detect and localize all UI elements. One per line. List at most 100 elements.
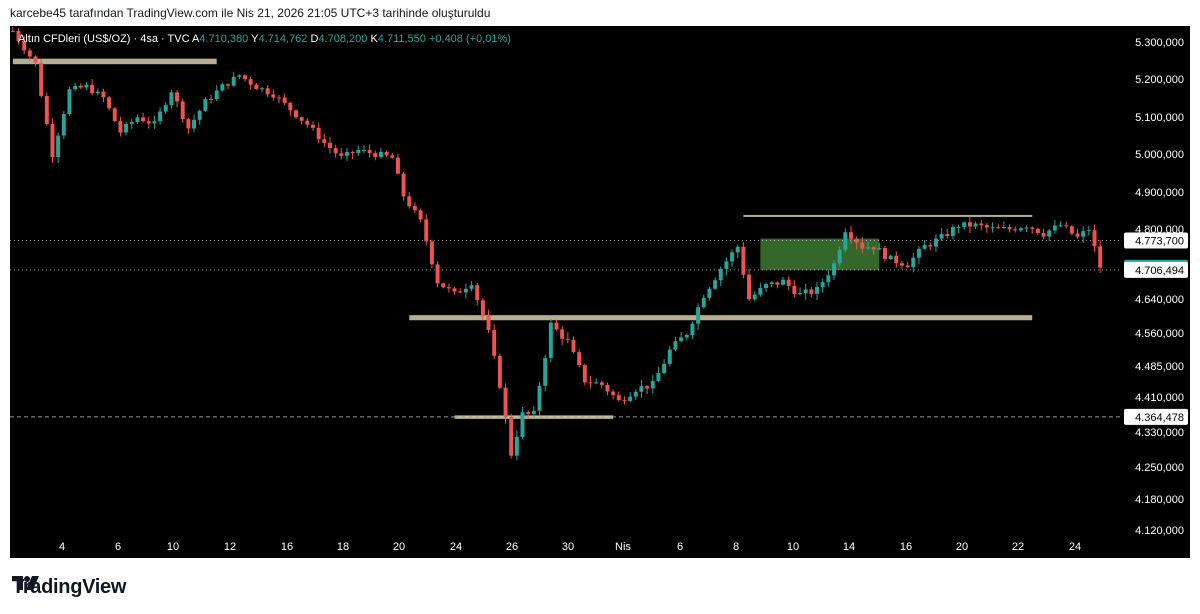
- candle-body: [356, 149, 361, 154]
- candle-body: [311, 124, 315, 128]
- candle: [798, 287, 803, 296]
- candle-body: [22, 40, 27, 51]
- candle: [158, 107, 163, 125]
- candle: [356, 145, 361, 156]
- candle: [1041, 228, 1046, 240]
- candle-body: [866, 247, 870, 249]
- candle-body: [701, 297, 706, 308]
- candle: [973, 221, 978, 230]
- candle-body: [294, 110, 298, 118]
- price-tick-label: 4.485,000: [1135, 361, 1184, 373]
- candle: [611, 389, 616, 400]
- candle-body: [237, 75, 242, 77]
- candle-body: [673, 341, 678, 350]
- candle: [339, 147, 344, 160]
- candle-body: [101, 91, 106, 98]
- candle: [305, 118, 310, 129]
- candle-body: [1041, 233, 1046, 237]
- candle: [480, 297, 485, 321]
- candle-body: [129, 121, 134, 124]
- candle-body: [1013, 229, 1018, 231]
- candle-body: [543, 357, 548, 386]
- levels-layer: [10, 240, 1120, 418]
- candle-body: [124, 123, 129, 133]
- candle-body: [146, 121, 151, 124]
- candle: [820, 278, 825, 293]
- candle: [922, 240, 927, 250]
- candle: [169, 89, 174, 110]
- footer: TradingView: [12, 574, 126, 600]
- candle-body: [707, 288, 712, 298]
- candle: [67, 86, 72, 116]
- candle: [1018, 226, 1023, 233]
- candle: [849, 225, 853, 244]
- candle: [979, 219, 984, 231]
- price-axis-bg: [1122, 26, 1190, 558]
- candle-body: [809, 289, 814, 294]
- candle: [939, 227, 944, 241]
- candle-body: [1035, 228, 1040, 234]
- candle-body: [248, 79, 253, 85]
- candle-body: [735, 246, 740, 253]
- candles-layer: [10, 27, 1103, 461]
- time-tick-label: 30: [562, 541, 574, 553]
- candle-body: [390, 155, 395, 158]
- candle: [288, 101, 293, 116]
- candle: [180, 98, 185, 123]
- legend-part: A: [192, 33, 200, 45]
- candle-body: [922, 245, 927, 249]
- candle-body: [616, 395, 621, 401]
- candle: [95, 88, 100, 96]
- candle: [741, 242, 746, 279]
- legend-part: +0,408 (+0,01%): [429, 33, 511, 45]
- candle-body: [537, 385, 542, 411]
- candle-body: [480, 300, 485, 317]
- candle: [894, 251, 899, 268]
- candle-body: [560, 329, 565, 339]
- candle: [112, 107, 117, 123]
- candle: [792, 280, 797, 298]
- candle-body: [95, 91, 100, 94]
- candle: [260, 87, 264, 92]
- time-tick-label: 24: [450, 541, 462, 553]
- candle-body: [594, 382, 599, 384]
- candle-body: [962, 222, 967, 227]
- candle-body: [622, 400, 627, 402]
- candle-body: [871, 247, 876, 250]
- candle-body: [50, 123, 55, 158]
- candle-body: [752, 294, 757, 300]
- candle: [984, 222, 989, 233]
- candle: [226, 83, 231, 90]
- chart-area[interactable]: 5.300,000 5.200,000 5.100,000 5.000,000 4.90…: [10, 26, 1190, 558]
- candle-body: [277, 97, 281, 99]
- candle: [537, 381, 542, 416]
- candle: [730, 249, 735, 267]
- candle-body: [939, 234, 944, 239]
- candle-body: [554, 322, 559, 330]
- candle: [33, 55, 38, 67]
- candlestick-chart[interactable]: 5.300,000 5.200,000 5.100,000 5.000,000 4.90…: [10, 26, 1190, 558]
- candle-body: [792, 285, 797, 295]
- candle: [39, 58, 44, 98]
- candle-body: [271, 94, 276, 98]
- candle-body: [350, 151, 355, 154]
- candle: [1098, 240, 1103, 274]
- candle-body: [798, 293, 803, 295]
- candle: [679, 332, 684, 343]
- candle-body: [475, 285, 480, 301]
- candle-body: [10, 30, 15, 32]
- candle-body: [441, 283, 446, 288]
- resistance-line-right: [743, 214, 1033, 217]
- candle: [135, 114, 140, 125]
- time-tick-label: 10: [787, 541, 799, 553]
- candle: [378, 147, 383, 159]
- candle-body: [843, 232, 848, 250]
- candle-body: [690, 323, 695, 336]
- candle: [412, 202, 417, 214]
- candle: [871, 246, 876, 255]
- candle: [747, 268, 752, 301]
- candle: [1064, 221, 1069, 229]
- time-tick-label: 4: [59, 541, 65, 553]
- candle: [514, 430, 519, 461]
- time-tick-label: 22: [1012, 541, 1024, 553]
